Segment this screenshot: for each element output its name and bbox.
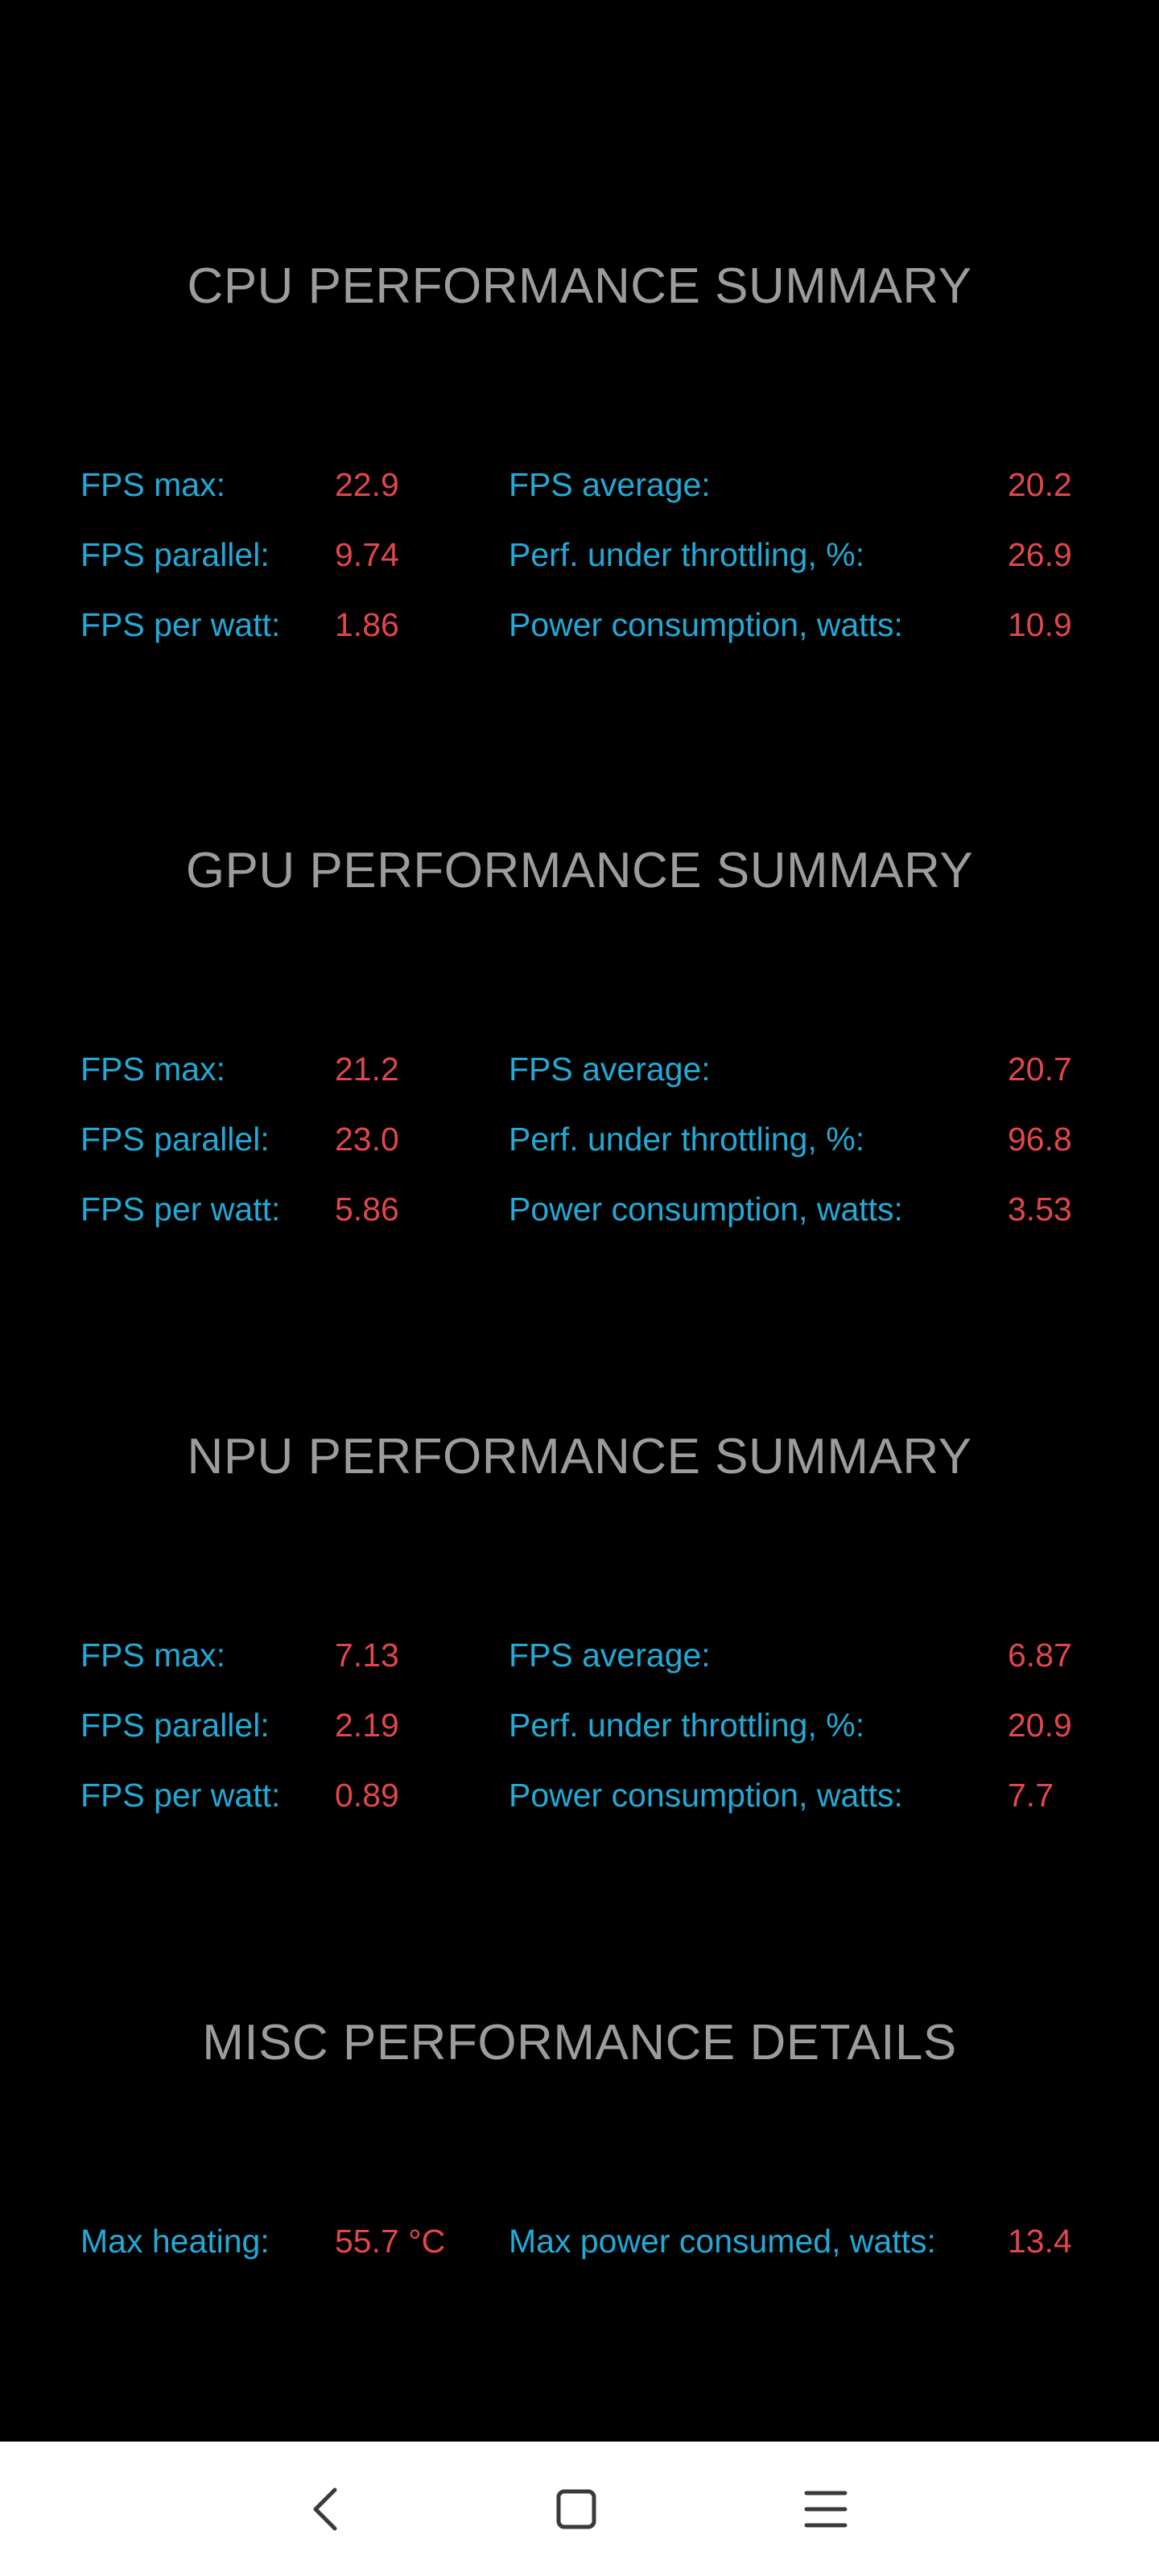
metric-value: 20.2 — [1008, 466, 1072, 503]
section-title: CPU PERFORMANCE SUMMARY — [187, 258, 972, 314]
metric-row: FPS parallel: 9.74 Perf. under throttlin… — [0, 530, 1159, 579]
metric-value: 6.87 — [1008, 1637, 1072, 1674]
metric-label: Power consumption, watts: — [509, 1191, 903, 1228]
metric-value: 3.53 — [1008, 1191, 1072, 1228]
metric-value: 20.7 — [1008, 1051, 1072, 1088]
metric-row: FPS per watt: 5.86 Power consumption, wa… — [0, 1185, 1159, 1233]
metric-value: 1.86 — [335, 606, 399, 643]
metric-label: Power consumption, watts: — [509, 1777, 903, 1814]
metric-label: FPS max: — [80, 1637, 225, 1674]
metric-label: FPS parallel: — [80, 1707, 270, 1744]
metric-row: FPS max: 21.2 FPS average: 20.7 — [0, 1045, 1159, 1093]
metric-value: 22.9 — [335, 466, 399, 503]
metric-label: FPS average: — [509, 1637, 711, 1674]
metric-label: Max power consumed, watts: — [509, 2223, 936, 2260]
section-title: NPU PERFORMANCE SUMMARY — [187, 1429, 972, 1484]
metric-row: FPS per watt: 0.89 Power consumption, wa… — [0, 1771, 1159, 1819]
metric-label: Perf. under throttling, %: — [509, 536, 865, 573]
metric-value: 23.0 — [335, 1121, 399, 1158]
metric-label: FPS average: — [509, 1051, 711, 1088]
chevron-left-icon — [313, 2487, 337, 2531]
metric-label: Power consumption, watts: — [509, 606, 903, 643]
system-navigation-bar — [0, 2442, 1159, 2576]
metric-row: FPS parallel: 23.0 Perf. under throttlin… — [0, 1115, 1159, 1163]
results-content: CPU PERFORMANCE SUMMARY FPS max: 22.9 FP… — [0, 258, 1159, 2265]
metric-value: 20.9 — [1008, 1707, 1072, 1744]
home-button[interactable] — [538, 2471, 615, 2548]
back-button[interactable] — [288, 2471, 365, 2548]
metric-label: FPS max: — [80, 466, 225, 503]
metric-row: FPS parallel: 2.19 Perf. under throttlin… — [0, 1701, 1159, 1749]
metric-label: Perf. under throttling, %: — [509, 1707, 865, 1744]
metric-label: FPS max: — [80, 1051, 225, 1088]
metric-value: 26.9 — [1008, 536, 1072, 573]
hamburger-icon — [804, 2491, 848, 2528]
metric-value: 7.7 — [1008, 1777, 1054, 1814]
section-title: GPU PERFORMANCE SUMMARY — [185, 843, 974, 898]
metric-value: 13.4 — [1008, 2223, 1072, 2260]
metric-label: FPS per watt: — [80, 1191, 281, 1228]
metric-row: FPS max: 22.9 FPS average: 20.2 — [0, 460, 1159, 509]
section-title: MISC PERFORMANCE DETAILS — [202, 2015, 957, 2070]
metric-label: Perf. under throttling, %: — [509, 1121, 865, 1158]
metric-value: 96.8 — [1008, 1121, 1072, 1158]
metric-value: 7.13 — [335, 1637, 399, 1674]
metric-label: FPS average: — [509, 466, 711, 503]
metric-value: 2.19 — [335, 1707, 399, 1744]
metric-label: Max heating: — [80, 2223, 270, 2260]
metric-label: FPS per watt: — [80, 606, 281, 643]
metric-row: FPS max: 7.13 FPS average: 6.87 — [0, 1631, 1159, 1679]
metric-row: Max heating: 55.7 °C Max power consumed,… — [0, 2217, 1159, 2265]
metric-value: 9.74 — [335, 536, 399, 573]
metric-row: FPS per watt: 1.86 Power consumption, wa… — [0, 601, 1159, 649]
metric-value: 5.86 — [335, 1191, 399, 1228]
metric-label: FPS parallel: — [80, 536, 270, 573]
metric-label: FPS per watt: — [80, 1777, 281, 1814]
metric-value: 0.89 — [335, 1777, 399, 1814]
square-icon — [556, 2489, 596, 2529]
recents-button[interactable] — [787, 2471, 864, 2548]
metric-value: 10.9 — [1008, 606, 1072, 643]
metric-label: FPS parallel: — [80, 1121, 270, 1158]
metric-value: 55.7 °C — [335, 2223, 446, 2260]
metric-value: 21.2 — [335, 1051, 399, 1088]
